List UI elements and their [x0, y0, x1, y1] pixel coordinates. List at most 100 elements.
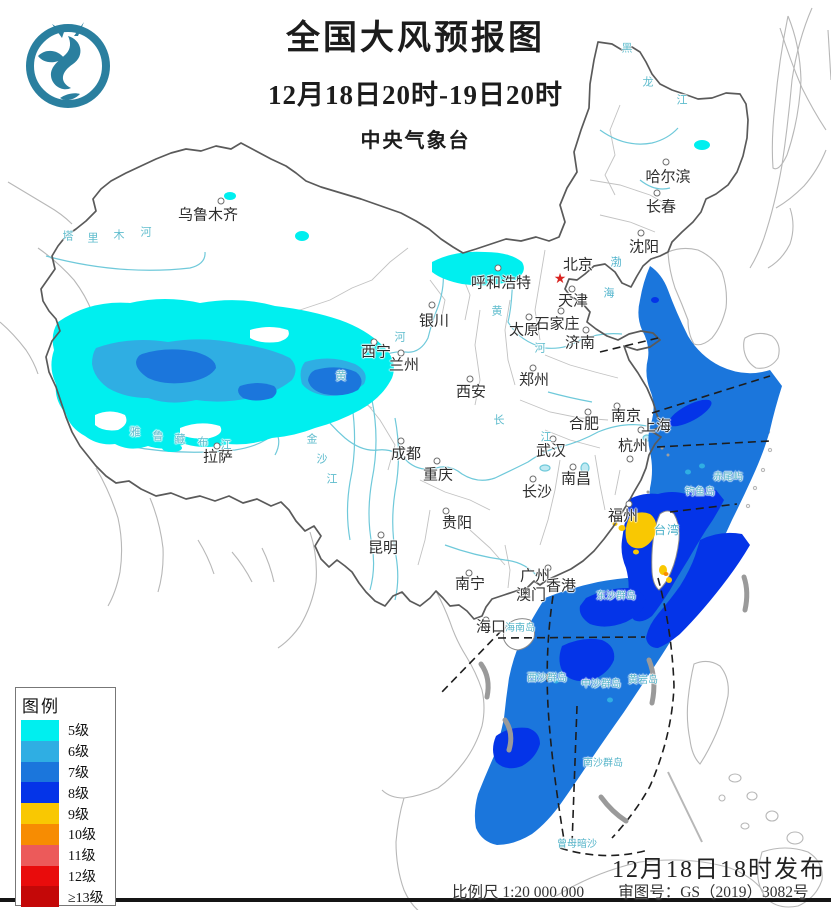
city-marker [584, 408, 592, 416]
city-label: 拉萨 [202, 449, 234, 466]
river-label-char: 江 [540, 431, 552, 444]
river-label-char: 沙 [316, 453, 328, 466]
map-scale: 比例尺 1:20 000 000 [452, 884, 585, 901]
sea-label: 渤 [610, 256, 622, 269]
legend-swatch [21, 720, 59, 741]
river-label-char: 龙 [642, 76, 654, 89]
river-label-char: 黄 [491, 305, 503, 318]
legend-label: 10级 [68, 828, 96, 844]
legend-item: 5级 [21, 720, 115, 741]
legend-swatch [21, 740, 59, 762]
wind-areas [51, 140, 782, 845]
city-marker [544, 564, 552, 572]
legend-swatch [21, 823, 59, 845]
river-label-char: 黑 [621, 42, 633, 55]
city-marker [625, 500, 633, 508]
legend-swatch [21, 761, 59, 783]
city-marker [549, 435, 557, 443]
issue-time: 12月18日18时发布 [612, 857, 826, 883]
legend-swatch [21, 886, 59, 908]
legend-item: 10级 [21, 823, 115, 845]
city-marker [482, 616, 490, 624]
sea-label: 南沙群岛 [583, 758, 623, 769]
city-label: 乌鲁木齐 [177, 207, 239, 224]
sea-label: 曾母暗沙 [557, 839, 597, 850]
city-label: 重庆 [422, 467, 454, 484]
china-boundary [40, 41, 749, 620]
city-label: 呼和浩特 [470, 275, 532, 292]
city-label: 北京 [562, 257, 594, 274]
city-label: 银川 [418, 313, 450, 330]
sea-label: 黄岩岛 [628, 675, 658, 686]
river-label-char: 河 [394, 331, 406, 344]
city-marker [217, 197, 225, 205]
legend-swatch [21, 865, 59, 887]
city-label: 昆明 [367, 540, 399, 557]
city-marker [428, 301, 436, 309]
legend-label: 7级 [68, 765, 89, 781]
sea-label: 中沙群岛 [581, 679, 621, 690]
sea-label: 赤尾屿 [713, 472, 743, 483]
city-marker [529, 475, 537, 483]
legend-title: 图例 [22, 697, 60, 716]
city-marker [494, 264, 502, 272]
city-marker [442, 507, 450, 515]
capital-star-marker: ★ [553, 272, 567, 287]
city-label: 杭州 [617, 438, 649, 455]
city-label: 西宁 [360, 344, 392, 361]
legend-item: 8级 [21, 782, 115, 804]
city-marker [569, 463, 577, 471]
sea-label: 海 [603, 287, 615, 300]
legend-label: 5级 [68, 724, 89, 740]
legend-item: 7级 [21, 761, 115, 783]
city-label: 武汉 [535, 443, 567, 460]
city-label: 太原 [508, 322, 540, 339]
city-marker [377, 531, 385, 539]
sea-label: 钓鱼岛 [685, 487, 715, 498]
sea-label: 东沙群岛 [596, 591, 636, 602]
city-label: 长春 [645, 199, 677, 216]
city-label: 合肥 [568, 416, 600, 433]
river-label-char: 藏 [174, 433, 186, 446]
river-label-char: 江 [326, 473, 338, 486]
river-label-char: 江 [676, 94, 688, 107]
river-label-char: 塔 [62, 230, 74, 243]
city-marker [662, 158, 670, 166]
legend-label: 8级 [68, 786, 89, 802]
river-label-char: 江 [220, 439, 232, 452]
river-label-char: 长 [493, 414, 505, 427]
city-marker [613, 402, 621, 410]
city-marker [466, 375, 474, 383]
city-marker [529, 364, 537, 372]
legend-swatch [21, 782, 59, 804]
city-marker [582, 326, 590, 334]
river-label-char: 布 [197, 436, 209, 449]
sea-label: 海南岛 [505, 623, 535, 634]
foreign-coastlines [0, 7, 831, 910]
legend-label: 12级 [68, 869, 96, 885]
river-label-char: 木 [113, 229, 125, 242]
city-label: 澳门 [515, 587, 547, 604]
legend: 图例 5级 6级 7级 8级 9级 10级 11级 12级 ≥13级 [15, 687, 116, 908]
river-label-char: 河 [534, 342, 546, 355]
city-label: 天津 [557, 293, 589, 310]
legend-item: 9级 [21, 803, 115, 824]
legend-items: 5级 6级 7级 8级 9级 10级 11级 12级 ≥13级 [21, 720, 115, 908]
sea-label: 西沙群岛 [527, 673, 567, 684]
city-label: 成都 [390, 446, 422, 463]
province-boundaries [57, 104, 669, 589]
city-marker [653, 189, 661, 197]
city-marker [433, 457, 441, 465]
city-label: 广州 [519, 568, 551, 585]
city-marker [397, 349, 405, 357]
river-label-char: 河 [140, 226, 152, 239]
city-marker [397, 437, 405, 445]
legend-swatch [21, 844, 59, 866]
city-marker [525, 313, 533, 321]
city-marker [626, 455, 634, 463]
bottom-divider [0, 898, 831, 902]
city-label: 西安 [455, 384, 487, 401]
city-label: 石家庄 [534, 316, 580, 333]
